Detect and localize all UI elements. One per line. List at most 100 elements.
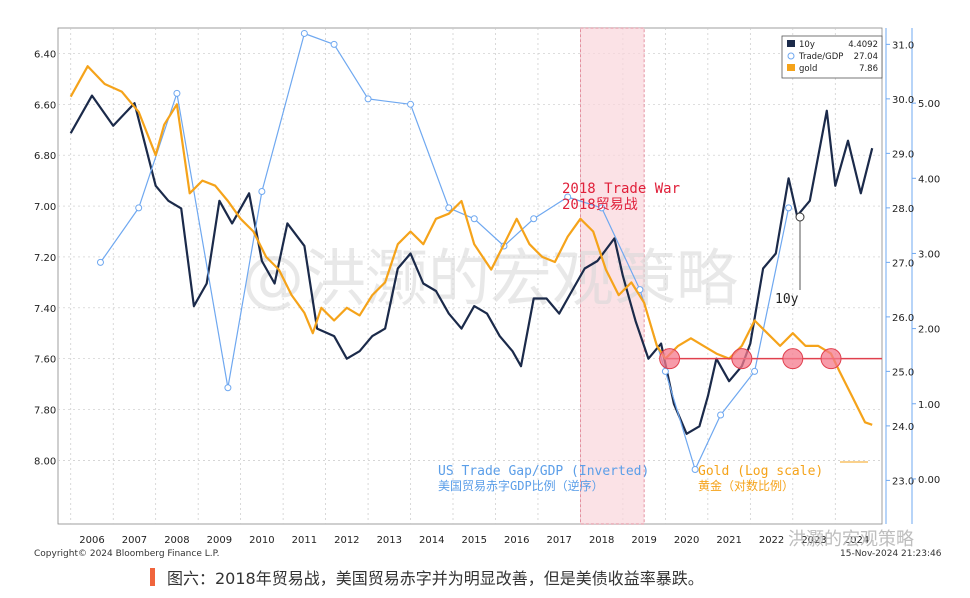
support-circle (820, 348, 842, 370)
x-tick-label: 2019 (631, 535, 656, 546)
series-line-gold (69, 65, 873, 426)
annotation-us-trade: US Trade Gap/GDP (Inverted) (438, 464, 649, 479)
x-tick-label: 2022 (759, 535, 784, 546)
legend-label: gold (799, 64, 817, 74)
trade-point (691, 465, 699, 473)
annotation-10y: 10y (775, 292, 799, 307)
x-tick-label: 2021 (716, 535, 741, 546)
left-tick-label: 8.00 (34, 456, 56, 467)
right-trade-tick-label: 28.0 (892, 204, 914, 215)
annotation-trade-war-cn: 2018贸易战 (562, 197, 638, 213)
trade-point (530, 215, 538, 223)
x-tick-label: 2010 (249, 535, 274, 546)
trade-point (445, 204, 453, 212)
right-trade-tick-label: 23.0 (892, 476, 914, 487)
x-tick-label: 2016 (504, 535, 529, 546)
right-trade-tick-label: 26.0 (892, 313, 914, 324)
plot-area (57, 27, 883, 525)
legend-swatch (787, 40, 795, 47)
trade-point (96, 258, 104, 266)
timestamp-text: 15-Nov-2024 21:23:46 (840, 549, 942, 559)
watermark: @洪灏的宏观策略 (242, 242, 738, 315)
right-10y-tick-label: 0.00 (918, 475, 940, 486)
legend-swatch (787, 52, 795, 60)
pointer-10y-dot (795, 212, 805, 222)
annotation-trade-war: 2018 Trade War (562, 181, 680, 197)
x-tick-label: 2007 (122, 535, 147, 546)
x-tick-label: 2015 (462, 535, 487, 546)
right-trade-tick-label: 31.0 (892, 40, 914, 51)
legend-box (781, 35, 883, 79)
left-tick-label: 7.80 (34, 406, 56, 417)
x-tick-label: 2014 (419, 535, 444, 546)
figure-caption: 图六：2018年贸易战，美国贸易赤字并为明显改善，但是美债收益率暴跌。 (150, 562, 704, 592)
left-tick-label: 7.40 (34, 304, 56, 315)
right-10y-tick-label: 3.00 (918, 249, 940, 260)
trade-point (135, 204, 143, 212)
legend-value: 4.4092 (848, 40, 878, 50)
watermark-bottom: 洪灏的宏观策略 (788, 529, 914, 550)
legend-label: 10y (799, 40, 815, 50)
x-tick-label: 2023 (801, 535, 826, 546)
annotation-gold-cn: 黄金（对数比例） (698, 478, 794, 493)
caption-text: 图六：2018年贸易战，美国贸易赤字并为明显改善，但是美债收益率暴跌。 (167, 569, 704, 588)
x-tick-label: 2020 (674, 535, 699, 546)
right-10y-tick-label: 4.00 (918, 174, 940, 185)
x-tick-label: 2012 (334, 535, 359, 546)
x-tick-label: 2017 (546, 535, 571, 546)
x-tick-label: 2006 (79, 535, 104, 546)
trade-point (661, 367, 669, 375)
legend-value: 27.04 (854, 52, 878, 62)
right-trade-tick-label: 24.0 (892, 422, 914, 433)
trade-point (258, 188, 266, 196)
right-10y-tick-label: 2.00 (918, 325, 940, 336)
trade-point (224, 384, 232, 392)
legend-label: Trade/GDP (798, 52, 843, 62)
support-circle (659, 348, 681, 370)
trade-point (300, 29, 308, 37)
chart: @洪灏的宏观策略 6.40 6.60 6.80 7.00 7.20 7.40 7.60 7.8… (34, 27, 942, 559)
trade-point (407, 100, 415, 108)
left-tick-label: 7.20 (34, 253, 56, 264)
x-tick-label: 2009 (207, 535, 232, 546)
trade-point (330, 40, 338, 48)
copyright-text: Copyright© 2024 Bloomberg Finance L.P. (34, 549, 219, 559)
trade-point (364, 95, 372, 103)
trade-point (470, 215, 478, 223)
series-lines (69, 29, 874, 473)
x-tick-label: 2024 (844, 535, 869, 546)
annotation-us-trade-cn: 美国贸易赤字GDP比例（逆序） (438, 478, 604, 493)
legend-value: 7.86 (859, 64, 878, 74)
right-trade-tick-label: 29.0 (892, 149, 914, 160)
series-line-10y (69, 94, 874, 435)
left-tick-label: 6.80 (34, 151, 56, 162)
trade-point (717, 411, 725, 419)
right-trade-tick-label: 25.0 (892, 367, 914, 378)
support-circle (731, 348, 753, 370)
legend-swatch (787, 64, 795, 71)
right-trade-tick-label: 27.0 (892, 258, 914, 269)
left-tick-label: 7.00 (34, 202, 56, 213)
left-tick-label: 6.60 (34, 100, 56, 111)
legend: 10y 4.4092 Trade/GDP 27.04 gold 7.86 (781, 35, 883, 79)
trade-point (785, 204, 793, 212)
left-tick-label: 6.40 (34, 49, 56, 60)
annotation-gold: Gold (Log scale) (698, 464, 823, 479)
x-tick-label: 2011 (292, 535, 317, 546)
trade-point (564, 193, 572, 201)
right-10y-tick-label: 5.00 (918, 99, 940, 110)
x-tick-label: 2018 (589, 535, 614, 546)
trade-point (598, 204, 606, 212)
left-tick-label: 7.60 (34, 355, 56, 366)
trade-point (173, 89, 181, 97)
support-circle (782, 348, 804, 370)
plot-background (57, 27, 883, 525)
right-trade-tick-label: 30.0 (892, 95, 914, 106)
right-10y-tick-label: 1.00 (918, 400, 940, 411)
trade-point (751, 367, 759, 375)
x-tick-label: 2008 (164, 535, 189, 546)
x-tick-label: 2013 (377, 535, 402, 546)
caption-marker (150, 568, 155, 586)
axes: 6.40 6.60 6.80 7.00 7.20 7.40 7.60 7.80 8.00 2006… (34, 28, 940, 546)
